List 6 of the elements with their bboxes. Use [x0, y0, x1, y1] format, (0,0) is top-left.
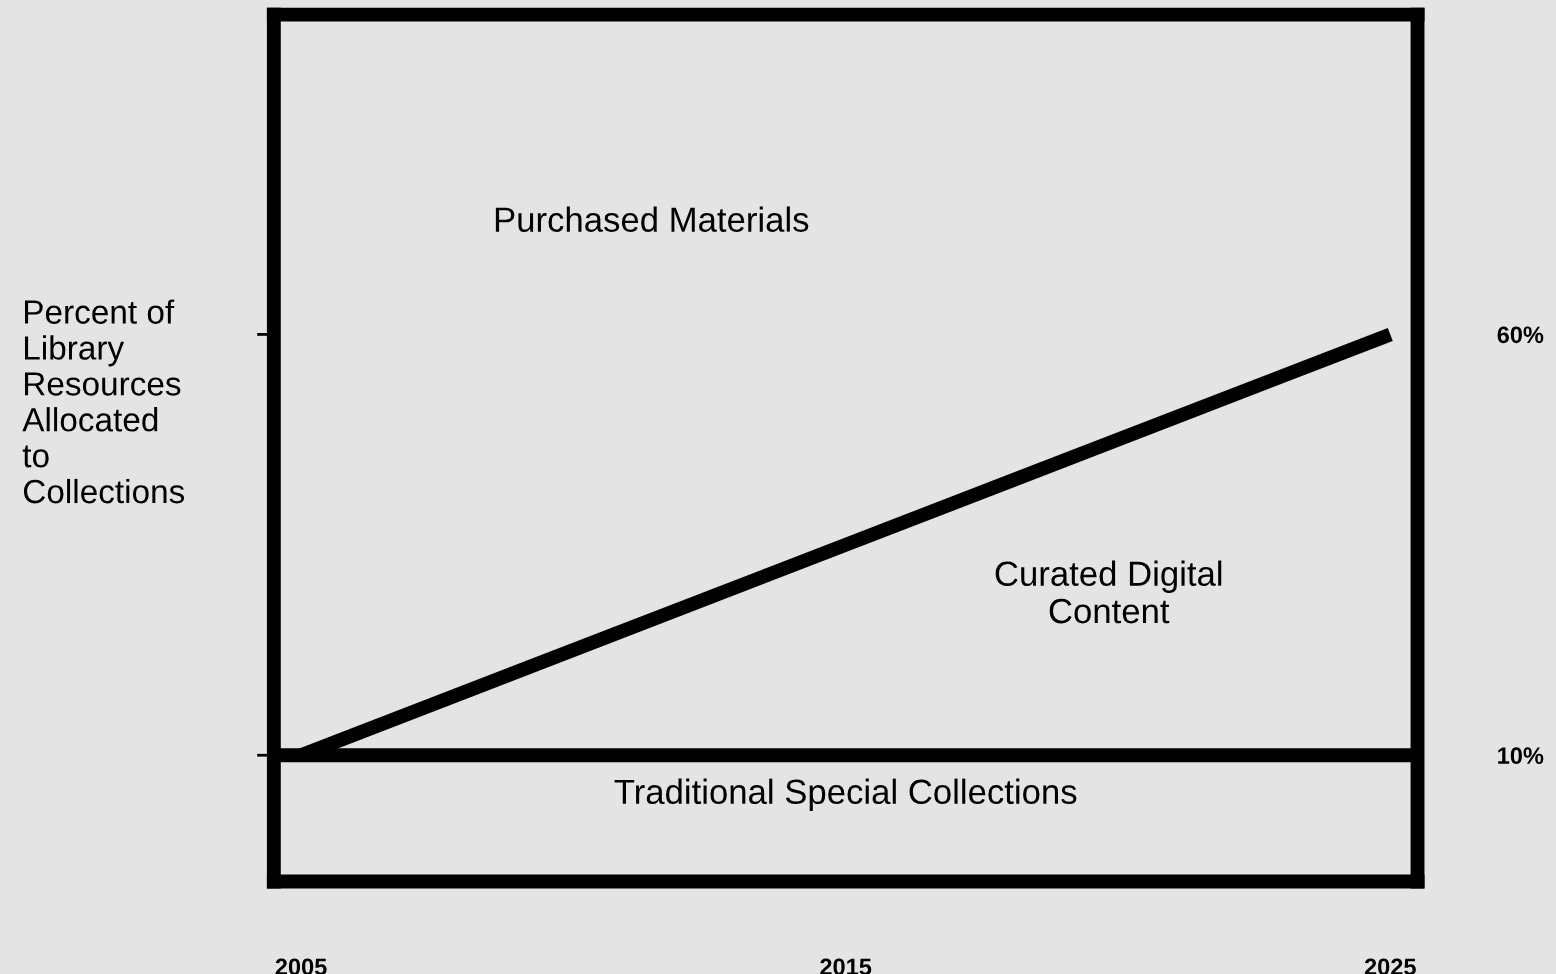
y-axis-title: Percent of Library Resources Allocated to Collections: [22, 299, 185, 504]
annotation: Traditional Special Collections: [614, 778, 1077, 811]
annotation: Curated Digital Content: [995, 560, 1222, 624]
annotation: Purchased Materials: [495, 206, 809, 232]
y-tick-label: 60%: [1497, 326, 1544, 344]
y-tick-label: 10%: [1498, 747, 1544, 765]
